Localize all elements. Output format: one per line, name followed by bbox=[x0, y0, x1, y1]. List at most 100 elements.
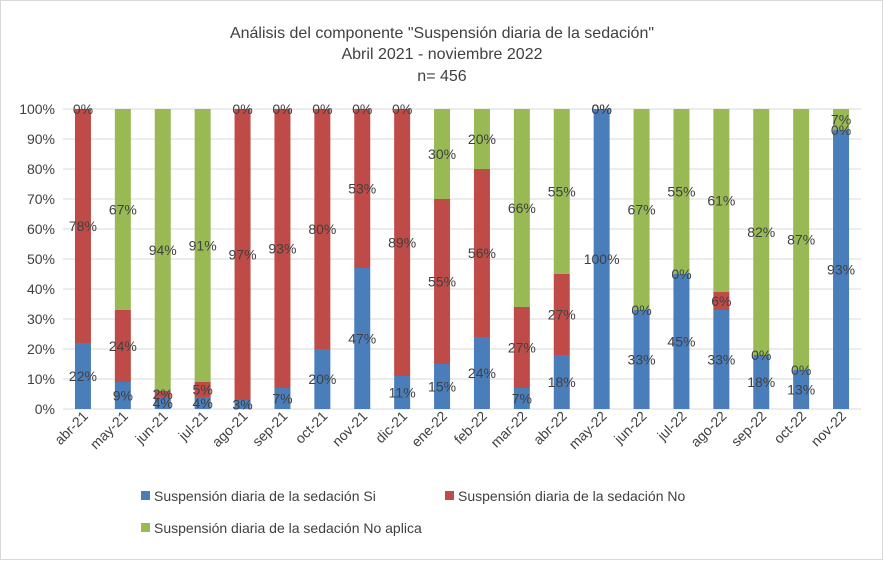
data-label: 0% bbox=[312, 101, 332, 117]
chart-title-line-2: Abril 2021 - noviembre 2022 bbox=[341, 46, 542, 63]
data-label: 93% bbox=[827, 262, 855, 278]
data-label: 33% bbox=[628, 352, 656, 368]
data-label: 0% bbox=[352, 101, 372, 117]
bar-segment bbox=[114, 382, 131, 409]
bar-segment bbox=[274, 109, 291, 388]
bar-segment bbox=[513, 307, 530, 388]
bar-segment bbox=[194, 397, 211, 409]
bar-segment bbox=[274, 388, 291, 409]
data-label: 0% bbox=[631, 302, 651, 318]
gridlines bbox=[63, 108, 861, 410]
data-label: 7% bbox=[831, 112, 851, 128]
bar-segment bbox=[434, 199, 451, 364]
data-label: 13% bbox=[787, 382, 815, 398]
x-tick-label: nov-21 bbox=[329, 408, 371, 450]
bar-segment bbox=[473, 169, 490, 337]
legend: Suspensión diaria de la sedación Si Susp… bbox=[141, 488, 685, 536]
bars bbox=[74, 109, 850, 409]
data-label: 91% bbox=[189, 238, 217, 254]
chart-title-line-3: n= 456 bbox=[417, 68, 466, 85]
data-label: 30% bbox=[428, 146, 456, 162]
bar-segment bbox=[394, 109, 411, 376]
data-label: 78% bbox=[69, 218, 97, 234]
data-label: 0% bbox=[592, 101, 612, 117]
data-label: 18% bbox=[747, 374, 775, 390]
data-label: 45% bbox=[667, 334, 695, 350]
legend-label-no-aplica: Suspensión diaria de la sedación No apli… bbox=[154, 520, 422, 536]
x-tick-label: oct-21 bbox=[292, 408, 331, 447]
legend-item-si: Suspensión diaria de la sedación Si bbox=[141, 488, 376, 504]
data-label: 53% bbox=[348, 181, 376, 197]
data-label: 87% bbox=[787, 232, 815, 248]
bar-segment bbox=[354, 268, 371, 409]
data-label: 20% bbox=[468, 131, 496, 147]
data-label: 22% bbox=[69, 368, 97, 384]
data-label: 61% bbox=[707, 193, 735, 209]
data-label: 0% bbox=[751, 347, 771, 363]
x-tick-label: jul-21 bbox=[175, 408, 211, 444]
bar-segment bbox=[713, 109, 730, 292]
data-label: 82% bbox=[747, 224, 775, 240]
bar-segment bbox=[553, 274, 570, 355]
data-label: 2% bbox=[153, 386, 173, 402]
data-label: 56% bbox=[468, 245, 496, 261]
data-label: 6% bbox=[711, 293, 731, 309]
legend-item-no: Suspensión diaria de la sedación No bbox=[445, 488, 685, 504]
data-label: 24% bbox=[109, 338, 137, 354]
legend-label-si: Suspensión diaria de la sedación Si bbox=[154, 488, 376, 504]
bar-segment bbox=[473, 109, 490, 169]
data-label: 9% bbox=[113, 388, 133, 404]
data-label: 97% bbox=[229, 247, 257, 263]
x-tick-label: abr-21 bbox=[51, 408, 91, 448]
data-label: 4% bbox=[153, 395, 173, 411]
bar-segment bbox=[473, 337, 490, 409]
data-label: 80% bbox=[308, 221, 336, 237]
bar-segment bbox=[154, 109, 171, 391]
data-label: 20% bbox=[308, 371, 336, 387]
bar-segment bbox=[194, 109, 211, 382]
legend-label-no: Suspensión diaria de la sedación No bbox=[458, 488, 685, 504]
x-tick-label: sep-22 bbox=[728, 408, 770, 450]
x-tick-label: sep-21 bbox=[249, 408, 291, 450]
data-label: 0% bbox=[272, 101, 292, 117]
x-tick-label: mar-22 bbox=[487, 408, 530, 451]
x-tick-label: nov-22 bbox=[808, 408, 850, 450]
y-tick-label: 10% bbox=[27, 371, 55, 387]
x-tick-label: ago-21 bbox=[209, 408, 251, 450]
data-label: 24% bbox=[468, 365, 496, 381]
bar-segment bbox=[354, 109, 371, 268]
bar-segment bbox=[434, 364, 451, 409]
data-label: 0% bbox=[73, 101, 93, 117]
x-tick-label: jun-21 bbox=[131, 408, 171, 448]
bar-segment bbox=[114, 310, 131, 382]
bar-segment bbox=[793, 109, 810, 370]
data-label: 89% bbox=[388, 235, 416, 251]
legend-swatch-no bbox=[445, 491, 454, 500]
bar-segment bbox=[154, 391, 171, 397]
data-label: 5% bbox=[193, 382, 213, 398]
data-label: 0% bbox=[671, 266, 691, 282]
x-tick-label: feb-22 bbox=[451, 408, 491, 448]
legend-item-no-aplica: Suspensión diaria de la sedación No apli… bbox=[141, 520, 422, 536]
legend-swatch-no-aplica bbox=[141, 523, 150, 532]
x-tick-label: dic-21 bbox=[372, 408, 410, 446]
bar-segment bbox=[314, 349, 331, 409]
data-label: 11% bbox=[389, 385, 416, 401]
y-tick-label: 30% bbox=[27, 311, 55, 327]
bar-segment bbox=[553, 355, 570, 409]
data-label: 47% bbox=[348, 331, 376, 347]
bar-segment bbox=[114, 109, 131, 310]
bar-segment bbox=[793, 370, 810, 409]
x-tick-label: oct-22 bbox=[770, 408, 809, 447]
data-label: 55% bbox=[428, 274, 456, 290]
bar-segment bbox=[234, 400, 251, 409]
chart-title: Análisis del componente "Suspensión diar… bbox=[230, 25, 654, 85]
data-labels: 22%78%0%9%24%67%4%2%94%4%5%91%3%97%0%7%9… bbox=[69, 101, 855, 413]
bar-segment bbox=[234, 109, 251, 400]
data-label: 94% bbox=[149, 242, 177, 258]
data-label: 93% bbox=[268, 241, 296, 257]
legend-swatch-si bbox=[141, 491, 150, 500]
bar-segment bbox=[434, 109, 451, 199]
